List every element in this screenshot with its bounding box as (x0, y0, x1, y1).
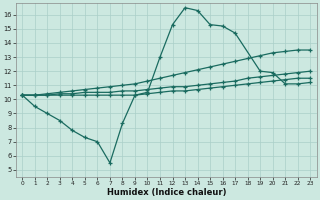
X-axis label: Humidex (Indice chaleur): Humidex (Indice chaleur) (107, 188, 226, 197)
